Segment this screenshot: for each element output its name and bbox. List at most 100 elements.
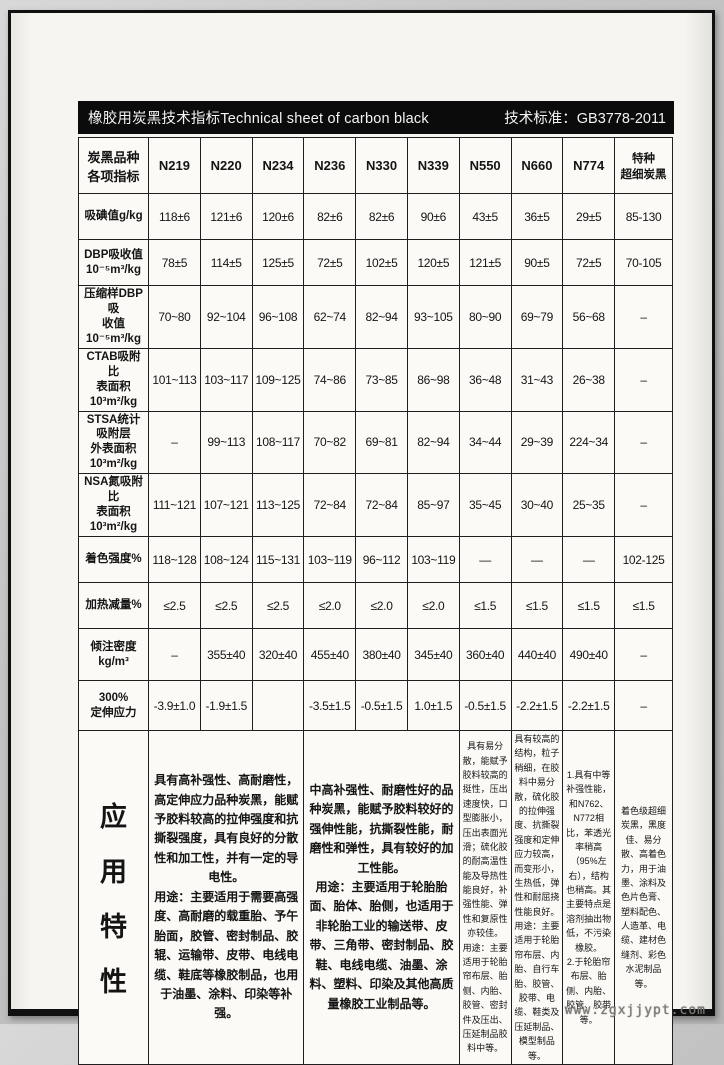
application-header-chars: 应用特性 xyxy=(81,795,146,999)
table-cell: 355±40 xyxy=(199,628,253,681)
row-label: CTAB吸附比 表面积10³m²/kg xyxy=(77,347,150,412)
table-cell: 360±40 xyxy=(458,628,512,681)
table-cell: 82±6 xyxy=(303,193,357,240)
table-cell: 85~97 xyxy=(406,473,460,537)
table-cell: 72~84 xyxy=(355,473,408,537)
table-cell: ≤1.5 xyxy=(562,582,616,629)
row-label: 加热减量% xyxy=(77,582,150,629)
table-cell: 62~74 xyxy=(303,285,357,349)
table-cell: 1.0±1.5 xyxy=(406,680,460,731)
table-row: STSA统计吸附层 外表面积10³m²/kg –99~113 108~117 70~8… xyxy=(77,410,673,475)
table-cell: – xyxy=(614,285,673,349)
table-cell: -0.5±1.5 xyxy=(458,680,512,731)
table-cell: — xyxy=(458,536,512,583)
application-text: 中高补强性、耐磨性好的品种炭黑，能赋予胶料较好的强伸性能，抗撕裂性能，耐磨性和弹… xyxy=(303,730,460,1065)
table-cell: 56~68 xyxy=(562,285,616,349)
table-cell: 118±6 xyxy=(148,193,201,240)
table-cell: -3.9±1.0 xyxy=(148,680,201,731)
table-cell: 34~44 xyxy=(458,410,512,475)
table-cell: – xyxy=(148,628,201,681)
table-cell: – xyxy=(614,680,673,731)
table-cell: 70~80 xyxy=(148,285,201,349)
table-cell: 73~85 xyxy=(355,347,408,412)
application-header-char: 用 xyxy=(100,857,128,888)
table-cell: – xyxy=(148,410,201,475)
table-cell xyxy=(251,680,305,731)
table-cell: 72±5 xyxy=(562,239,616,286)
table-cell: ≤1.5 xyxy=(458,582,512,629)
table-row: 倾注密度 kg/m³ –355±40 320±40 455±40 380±40 345±4… xyxy=(77,628,673,681)
table-cell: — xyxy=(510,536,564,583)
table-cell: 82±6 xyxy=(355,193,408,240)
table-cell: 69~79 xyxy=(510,285,564,349)
spec-table: 炭黑品种 各项指标 N219 N220 N234 N236 N330 N339 N550 N66… xyxy=(77,137,673,1065)
column-header: N220 xyxy=(199,137,253,194)
page-title: 橡胶用炭黑技术指标Technical sheet of carbon black xyxy=(88,107,429,128)
table-cell: 125±5 xyxy=(251,239,305,286)
table-cell: 380±40 xyxy=(355,628,408,681)
corner-header: 炭黑品种 各项指标 xyxy=(77,137,150,194)
table-cell: ≤2.5 xyxy=(251,582,305,629)
table-row: CTAB吸附比 表面积10³m²/kg 101~113 103~117 109~125… xyxy=(77,347,673,412)
table-cell: 74~86 xyxy=(303,347,357,412)
table-cell: 111~121 xyxy=(148,473,201,537)
table-cell: 103~119 xyxy=(406,536,460,583)
table-cell: 80~90 xyxy=(458,285,512,349)
table-cell: – xyxy=(614,473,673,537)
application-row: 应用特性具有高补强性、高耐磨性，高定伸应力品种炭黑，能赋予胶料较高的拉伸强度和抗… xyxy=(77,730,673,1065)
standard-value: GB3778-2011 xyxy=(576,111,666,127)
table-cell: 78±5 xyxy=(148,239,201,286)
table-cell: -3.5±1.5 xyxy=(303,680,357,731)
table-row: NSA氮吸附比 表面积10³m²/kg 111~121 107~121 113~125… xyxy=(77,473,673,537)
table-cell: 107~121 xyxy=(199,473,253,537)
table-cell: ≤2.0 xyxy=(406,582,460,629)
table-cell: 96~108 xyxy=(251,285,305,349)
table-cell: 90±6 xyxy=(406,193,460,240)
table-cell: 113~125 xyxy=(251,473,305,537)
table-cell: 69~81 xyxy=(355,410,408,475)
table-cell: -2.2±1.5 xyxy=(510,680,564,731)
table-cell: 96~112 xyxy=(355,536,408,583)
table-cell: 114±5 xyxy=(199,239,253,286)
table-cell: 103~119 xyxy=(303,536,357,583)
table-cell: ≤1.5 xyxy=(614,582,673,629)
column-header-special: 特种 超细炭黑 xyxy=(614,137,673,194)
table-cell: 120±5 xyxy=(406,239,460,286)
table-cell: 30~40 xyxy=(510,473,564,537)
application-text: 具有较高的结构，粒子稍细，在胶料中易分散，硫化胶的拉伸强度、抗撕裂强度和定伸应力… xyxy=(510,730,564,1065)
table-cell: -2.2±1.5 xyxy=(562,680,616,731)
table-cell: 103~117 xyxy=(199,347,253,412)
table-cell: 115~131 xyxy=(251,536,305,583)
scanned-page: 橡胶用炭黑技术指标Technical sheet of carbon black… xyxy=(8,10,715,1065)
column-header: N234 xyxy=(251,137,305,194)
column-header: N550 xyxy=(458,137,512,194)
table-cell: 102-125 xyxy=(614,536,673,583)
page-title-en: Technical sheet of carbon black xyxy=(220,111,429,127)
row-label: DBP吸收值 10⁻⁵m³/kg xyxy=(77,239,150,286)
table-cell: 43±5 xyxy=(458,193,512,240)
table-cell: 101~113 xyxy=(148,347,201,412)
table-cell: 99~113 xyxy=(199,410,253,475)
row-label: STSA统计吸附层 外表面积10³m²/kg xyxy=(77,410,150,475)
row-label: 倾注密度 kg/m³ xyxy=(77,628,150,681)
row-label: 吸碘值g/kg xyxy=(77,193,150,240)
table-cell: — xyxy=(562,536,616,583)
table-cell: 108~124 xyxy=(199,536,253,583)
table-cell: ≤2.5 xyxy=(148,582,201,629)
application-header-char: 特 xyxy=(100,912,128,943)
table-cell: 455±40 xyxy=(303,628,357,681)
column-header: N660 xyxy=(510,137,564,194)
application-header: 应用特性 xyxy=(77,730,150,1065)
application-header-char: 应 xyxy=(100,802,128,833)
table-cell: ≤2.0 xyxy=(303,582,357,629)
table-cell: 320±40 xyxy=(251,628,305,681)
table-row: 加热减量% ≤2.5 ≤2.5 ≤2.5 ≤2.0 ≤2.0 ≤2.0 ≤1.5 ≤1.5 ≤1.… xyxy=(77,582,673,629)
table-cell: 90±5 xyxy=(510,239,564,286)
table-cell: 72±5 xyxy=(303,239,357,286)
table-cell: 25~35 xyxy=(562,473,616,537)
table-cell: 70-105 xyxy=(614,239,673,286)
table-cell: 93~105 xyxy=(406,285,460,349)
table-cell: 490±40 xyxy=(562,628,616,681)
table-row: 着色强度% 118~128 108~124 115~131 103~119 96~112 1… xyxy=(77,536,673,583)
standard-label: 技术标准： xyxy=(504,111,577,127)
